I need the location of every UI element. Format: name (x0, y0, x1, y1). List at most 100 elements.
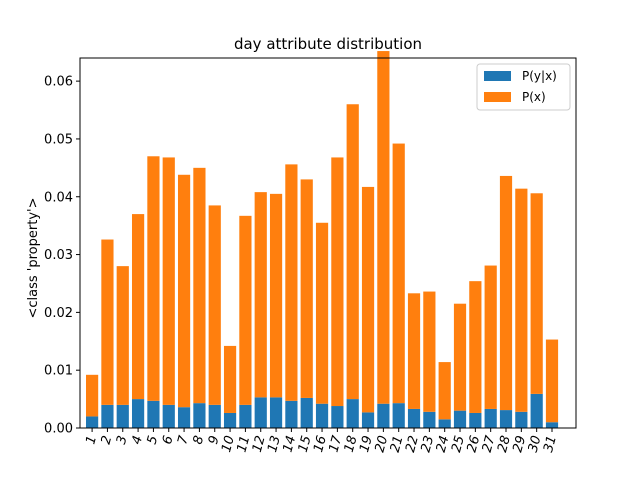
x-tick-label: 28 (495, 434, 514, 454)
chart-title: day attribute distribution (234, 35, 422, 53)
bar-px-day-8 (193, 167, 206, 404)
x-tick-label: 6 (160, 434, 177, 446)
bar-py-given-x-day-27 (484, 408, 497, 428)
bar-px-day-5 (147, 156, 160, 401)
bar-px-day-4 (131, 214, 145, 400)
x-tick-label: 10 (219, 434, 238, 454)
x-tick-label: 24 (434, 434, 453, 454)
x-tick-label: 12 (250, 434, 269, 454)
x-tick-label: 21 (388, 434, 407, 454)
y-axis-label: <class 'property'> (26, 198, 41, 319)
bar-px-day-14 (285, 164, 298, 401)
y-tick-label: 0.03 (44, 248, 73, 263)
y-tick-label: 0.01 (44, 364, 73, 379)
bar-py-given-x-day-20 (377, 403, 390, 428)
x-tick-label: 22 (403, 434, 422, 454)
x-tick-label: 15 (296, 434, 315, 454)
bar-py-given-x-day-18 (346, 399, 359, 428)
bar-px-day-6 (162, 157, 175, 405)
bar-py-given-x-day-6 (162, 404, 175, 429)
legend-swatch-px (484, 92, 511, 102)
x-tick-label: 11 (234, 434, 253, 454)
x-tick-label: 20 (372, 434, 391, 454)
x-tick-label: 26 (464, 434, 483, 454)
x-tick-label: 2 (99, 434, 116, 446)
x-tick-label: 25 (449, 434, 468, 454)
x-tick-label: 30 (526, 434, 545, 454)
bar-px-day-13 (269, 193, 283, 398)
bars-layer (86, 51, 559, 429)
x-tick-label: 17 (326, 433, 345, 454)
bar-py-given-x-day-1 (86, 416, 99, 428)
bar-px-day-10 (223, 345, 237, 413)
bar-py-given-x-day-8 (193, 403, 206, 428)
bar-py-given-x-day-30 (530, 393, 543, 428)
plot-frame (79, 57, 577, 429)
bar-py-given-x-day-24 (438, 419, 451, 428)
legend-swatch-py-given-x (484, 71, 511, 81)
x-tick-label: 23 (418, 434, 437, 454)
bar-py-given-x-day-10 (223, 412, 237, 428)
bar-py-given-x-day-25 (453, 410, 467, 428)
bar-px-day-11 (239, 215, 252, 405)
bar-py-given-x-day-28 (499, 410, 513, 428)
x-tick-label: 29 (510, 434, 529, 454)
bar-py-given-x-day-14 (285, 400, 298, 428)
bar-px-day-23 (423, 291, 436, 412)
x-tick-label: 3 (114, 434, 131, 446)
y-tick-label: 0.05 (44, 132, 73, 147)
x-tick-label: 27 (480, 433, 499, 454)
bar-px-day-31 (545, 339, 559, 423)
bar-py-given-x-day-7 (177, 407, 191, 428)
x-axis: 1234567891011121314151617181920212223242… (83, 428, 560, 454)
bar-px-day-12 (254, 192, 267, 398)
y-tick-label: 0.04 (44, 190, 73, 205)
bar-px-day-7 (177, 174, 191, 408)
bar-py-given-x-day-12 (254, 397, 267, 428)
legend-label-px: P(x) (522, 90, 546, 104)
x-tick-label: 1 (83, 434, 100, 446)
legend: P(y|x) P(x) (476, 63, 571, 111)
bar-px-day-21 (392, 143, 405, 404)
bar-px-day-18 (346, 104, 359, 400)
x-tick-label: 9 (206, 434, 223, 446)
bar-px-day-28 (499, 175, 513, 411)
bar-py-given-x-day-17 (331, 406, 344, 428)
x-tick-label: 14 (280, 434, 299, 454)
bar-py-given-x-day-5 (147, 400, 160, 428)
y-tick-label: 0.06 (44, 75, 73, 90)
bar-px-day-25 (453, 303, 467, 411)
bar-px-day-29 (515, 188, 528, 412)
bar-px-day-3 (116, 266, 129, 405)
y-tick-label: 0.00 (44, 422, 73, 437)
x-tick-label: 18 (342, 434, 361, 454)
bar-py-given-x-day-22 (407, 408, 421, 428)
bar-py-given-x-day-11 (239, 404, 252, 429)
bar-px-day-30 (530, 193, 543, 394)
bar-py-given-x-day-13 (269, 397, 283, 428)
bar-py-given-x-day-29 (515, 411, 528, 428)
bar-py-given-x-day-3 (116, 404, 129, 429)
y-axis: 0.00 0.01 0.02 0.03 0.04 0.05 0.06 (44, 75, 80, 437)
bar-px-day-24 (438, 362, 451, 420)
legend-label-py-given-x: P(y|x) (522, 69, 557, 83)
bar-py-given-x-day-23 (423, 411, 436, 428)
bar-py-given-x-day-4 (131, 399, 145, 428)
bar-py-given-x-day-21 (392, 403, 405, 428)
bar-py-given-x-day-15 (300, 397, 313, 428)
x-tick-label: 8 (191, 434, 208, 446)
x-tick-label: 13 (265, 434, 284, 454)
bar-px-day-1 (86, 374, 99, 417)
bar-py-given-x-day-2 (101, 404, 114, 429)
y-tick-label: 0.02 (44, 306, 73, 321)
bar-px-day-15 (300, 179, 313, 398)
x-tick-label: 31 (541, 434, 560, 454)
bar-px-day-26 (469, 281, 482, 413)
bar-py-given-x-day-31 (545, 422, 559, 428)
bar-py-given-x-day-26 (469, 412, 482, 428)
bar-py-given-x-day-9 (208, 404, 221, 429)
x-tick-label: 5 (145, 434, 162, 446)
bar-py-given-x-day-16 (315, 403, 329, 428)
bar-px-day-27 (484, 265, 497, 409)
